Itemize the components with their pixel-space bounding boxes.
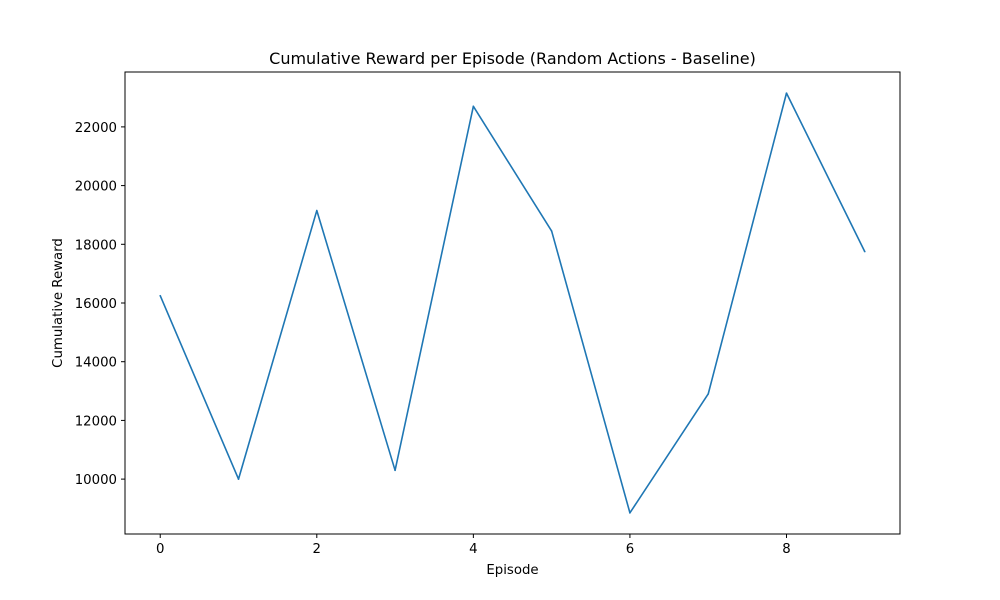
y-tick-label: 10000 xyxy=(75,473,117,488)
x-tick-label: 6 xyxy=(626,542,634,557)
data-point xyxy=(472,105,475,108)
y-tick-label: 12000 xyxy=(75,414,117,429)
y-tick-label: 22000 xyxy=(75,121,117,136)
plot-frame xyxy=(124,71,901,535)
x-tick-label: 4 xyxy=(469,542,477,557)
y-tick-label: 14000 xyxy=(75,356,117,371)
y-tick-label: 18000 xyxy=(75,238,117,253)
x-tick-label: 0 xyxy=(156,542,164,557)
data-point xyxy=(394,469,396,472)
data-point xyxy=(159,294,162,297)
data-point xyxy=(237,478,240,480)
data-point xyxy=(707,393,710,395)
y-axis-label: Cumulative Reward xyxy=(51,238,66,368)
y-tick-label: 20000 xyxy=(75,180,117,195)
chart-title: Cumulative Reward per Episode (Random Ac… xyxy=(269,49,756,68)
x-axis-label: Episode xyxy=(486,563,538,578)
x-tick-label: 8 xyxy=(782,542,790,557)
data-point xyxy=(315,209,318,212)
data-point xyxy=(629,512,631,514)
data-point xyxy=(785,92,788,94)
plot-area: 0 2 4 6 8 10000 12000 14000 16000 18000 20000 22000 xyxy=(75,92,866,557)
data-point xyxy=(863,250,866,253)
y-tick-label: 16000 xyxy=(75,297,117,312)
data-point xyxy=(550,230,553,232)
series-line xyxy=(159,92,866,514)
x-tick-label: 2 xyxy=(313,542,321,557)
